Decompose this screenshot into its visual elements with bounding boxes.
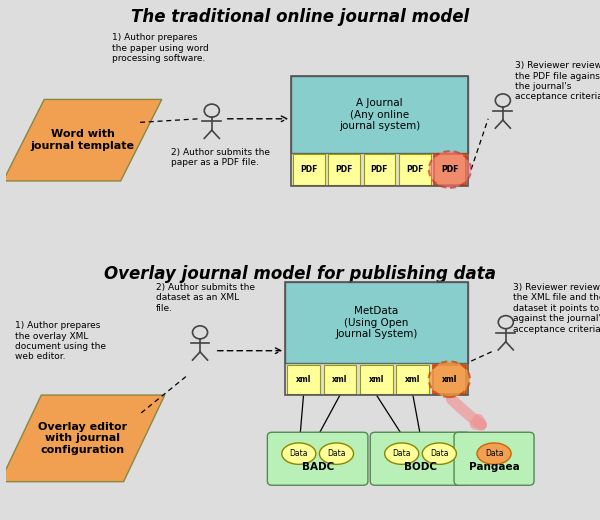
FancyBboxPatch shape — [370, 432, 471, 485]
FancyBboxPatch shape — [328, 154, 360, 185]
FancyBboxPatch shape — [399, 154, 431, 185]
Ellipse shape — [319, 443, 353, 464]
Text: xml: xml — [442, 375, 457, 384]
Text: PDF: PDF — [441, 165, 458, 174]
Text: PDF: PDF — [441, 165, 458, 174]
Text: PDF: PDF — [300, 165, 317, 174]
Text: PDF: PDF — [371, 165, 388, 174]
Text: Overlay editor
with journal
configuration: Overlay editor with journal configuratio… — [38, 422, 127, 455]
Polygon shape — [0, 395, 165, 482]
FancyBboxPatch shape — [287, 365, 320, 394]
Ellipse shape — [477, 443, 511, 464]
Text: 2) Author submits the
paper as a PDF file.: 2) Author submits the paper as a PDF fil… — [170, 148, 269, 167]
FancyBboxPatch shape — [268, 432, 368, 485]
Text: MetData
(Using Open
Journal System): MetData (Using Open Journal System) — [335, 306, 418, 339]
FancyBboxPatch shape — [323, 365, 356, 394]
FancyBboxPatch shape — [433, 365, 466, 394]
Ellipse shape — [429, 151, 471, 188]
Text: A Journal
(Any online
journal system): A Journal (Any online journal system) — [339, 98, 420, 132]
Text: Data: Data — [430, 449, 449, 458]
FancyBboxPatch shape — [291, 76, 467, 153]
FancyBboxPatch shape — [397, 365, 430, 394]
Text: Word with
journal template: Word with journal template — [31, 129, 134, 151]
Text: 3) Reviewer reviews
the PDF file against
the journal's
acceptance criteria.: 3) Reviewer reviews the PDF file against… — [515, 61, 600, 101]
Polygon shape — [3, 99, 162, 181]
FancyBboxPatch shape — [286, 282, 467, 363]
Text: 1) Author prepares
the overlay XML
document using the
web editor.: 1) Author prepares the overlay XML docum… — [15, 321, 106, 361]
Text: BODC: BODC — [404, 462, 437, 472]
Text: xml: xml — [296, 375, 311, 384]
Text: Overlay journal model for publishing data: Overlay journal model for publishing dat… — [104, 265, 496, 283]
FancyBboxPatch shape — [293, 154, 325, 185]
Text: PDF: PDF — [335, 165, 353, 174]
Text: Data: Data — [327, 449, 346, 458]
Text: Data: Data — [392, 449, 411, 458]
FancyBboxPatch shape — [364, 154, 395, 185]
Text: Data: Data — [290, 449, 308, 458]
Text: Pangaea: Pangaea — [469, 462, 520, 472]
Ellipse shape — [422, 443, 457, 464]
FancyBboxPatch shape — [454, 432, 534, 485]
Text: xml: xml — [369, 375, 384, 384]
FancyBboxPatch shape — [434, 154, 466, 185]
Text: 1) Author prepares
the paper using word
processing software.: 1) Author prepares the paper using word … — [112, 33, 209, 63]
Ellipse shape — [385, 443, 419, 464]
Ellipse shape — [429, 361, 470, 397]
Text: 3) Reviewer reviews
the XML file and the
dataset it points to
against the journa: 3) Reviewer reviews the XML file and the… — [513, 283, 600, 333]
Text: Data: Data — [485, 449, 503, 458]
Text: xml: xml — [442, 375, 457, 384]
Text: xml: xml — [332, 375, 347, 384]
Ellipse shape — [282, 443, 316, 464]
Text: 2) Author submits the
dataset as an XML
file.: 2) Author submits the dataset as an XML … — [156, 283, 255, 313]
Text: The traditional online journal model: The traditional online journal model — [131, 8, 469, 26]
Text: PDF: PDF — [406, 165, 424, 174]
FancyBboxPatch shape — [360, 365, 393, 394]
Text: xml: xml — [405, 375, 421, 384]
Text: BADC: BADC — [302, 462, 334, 472]
